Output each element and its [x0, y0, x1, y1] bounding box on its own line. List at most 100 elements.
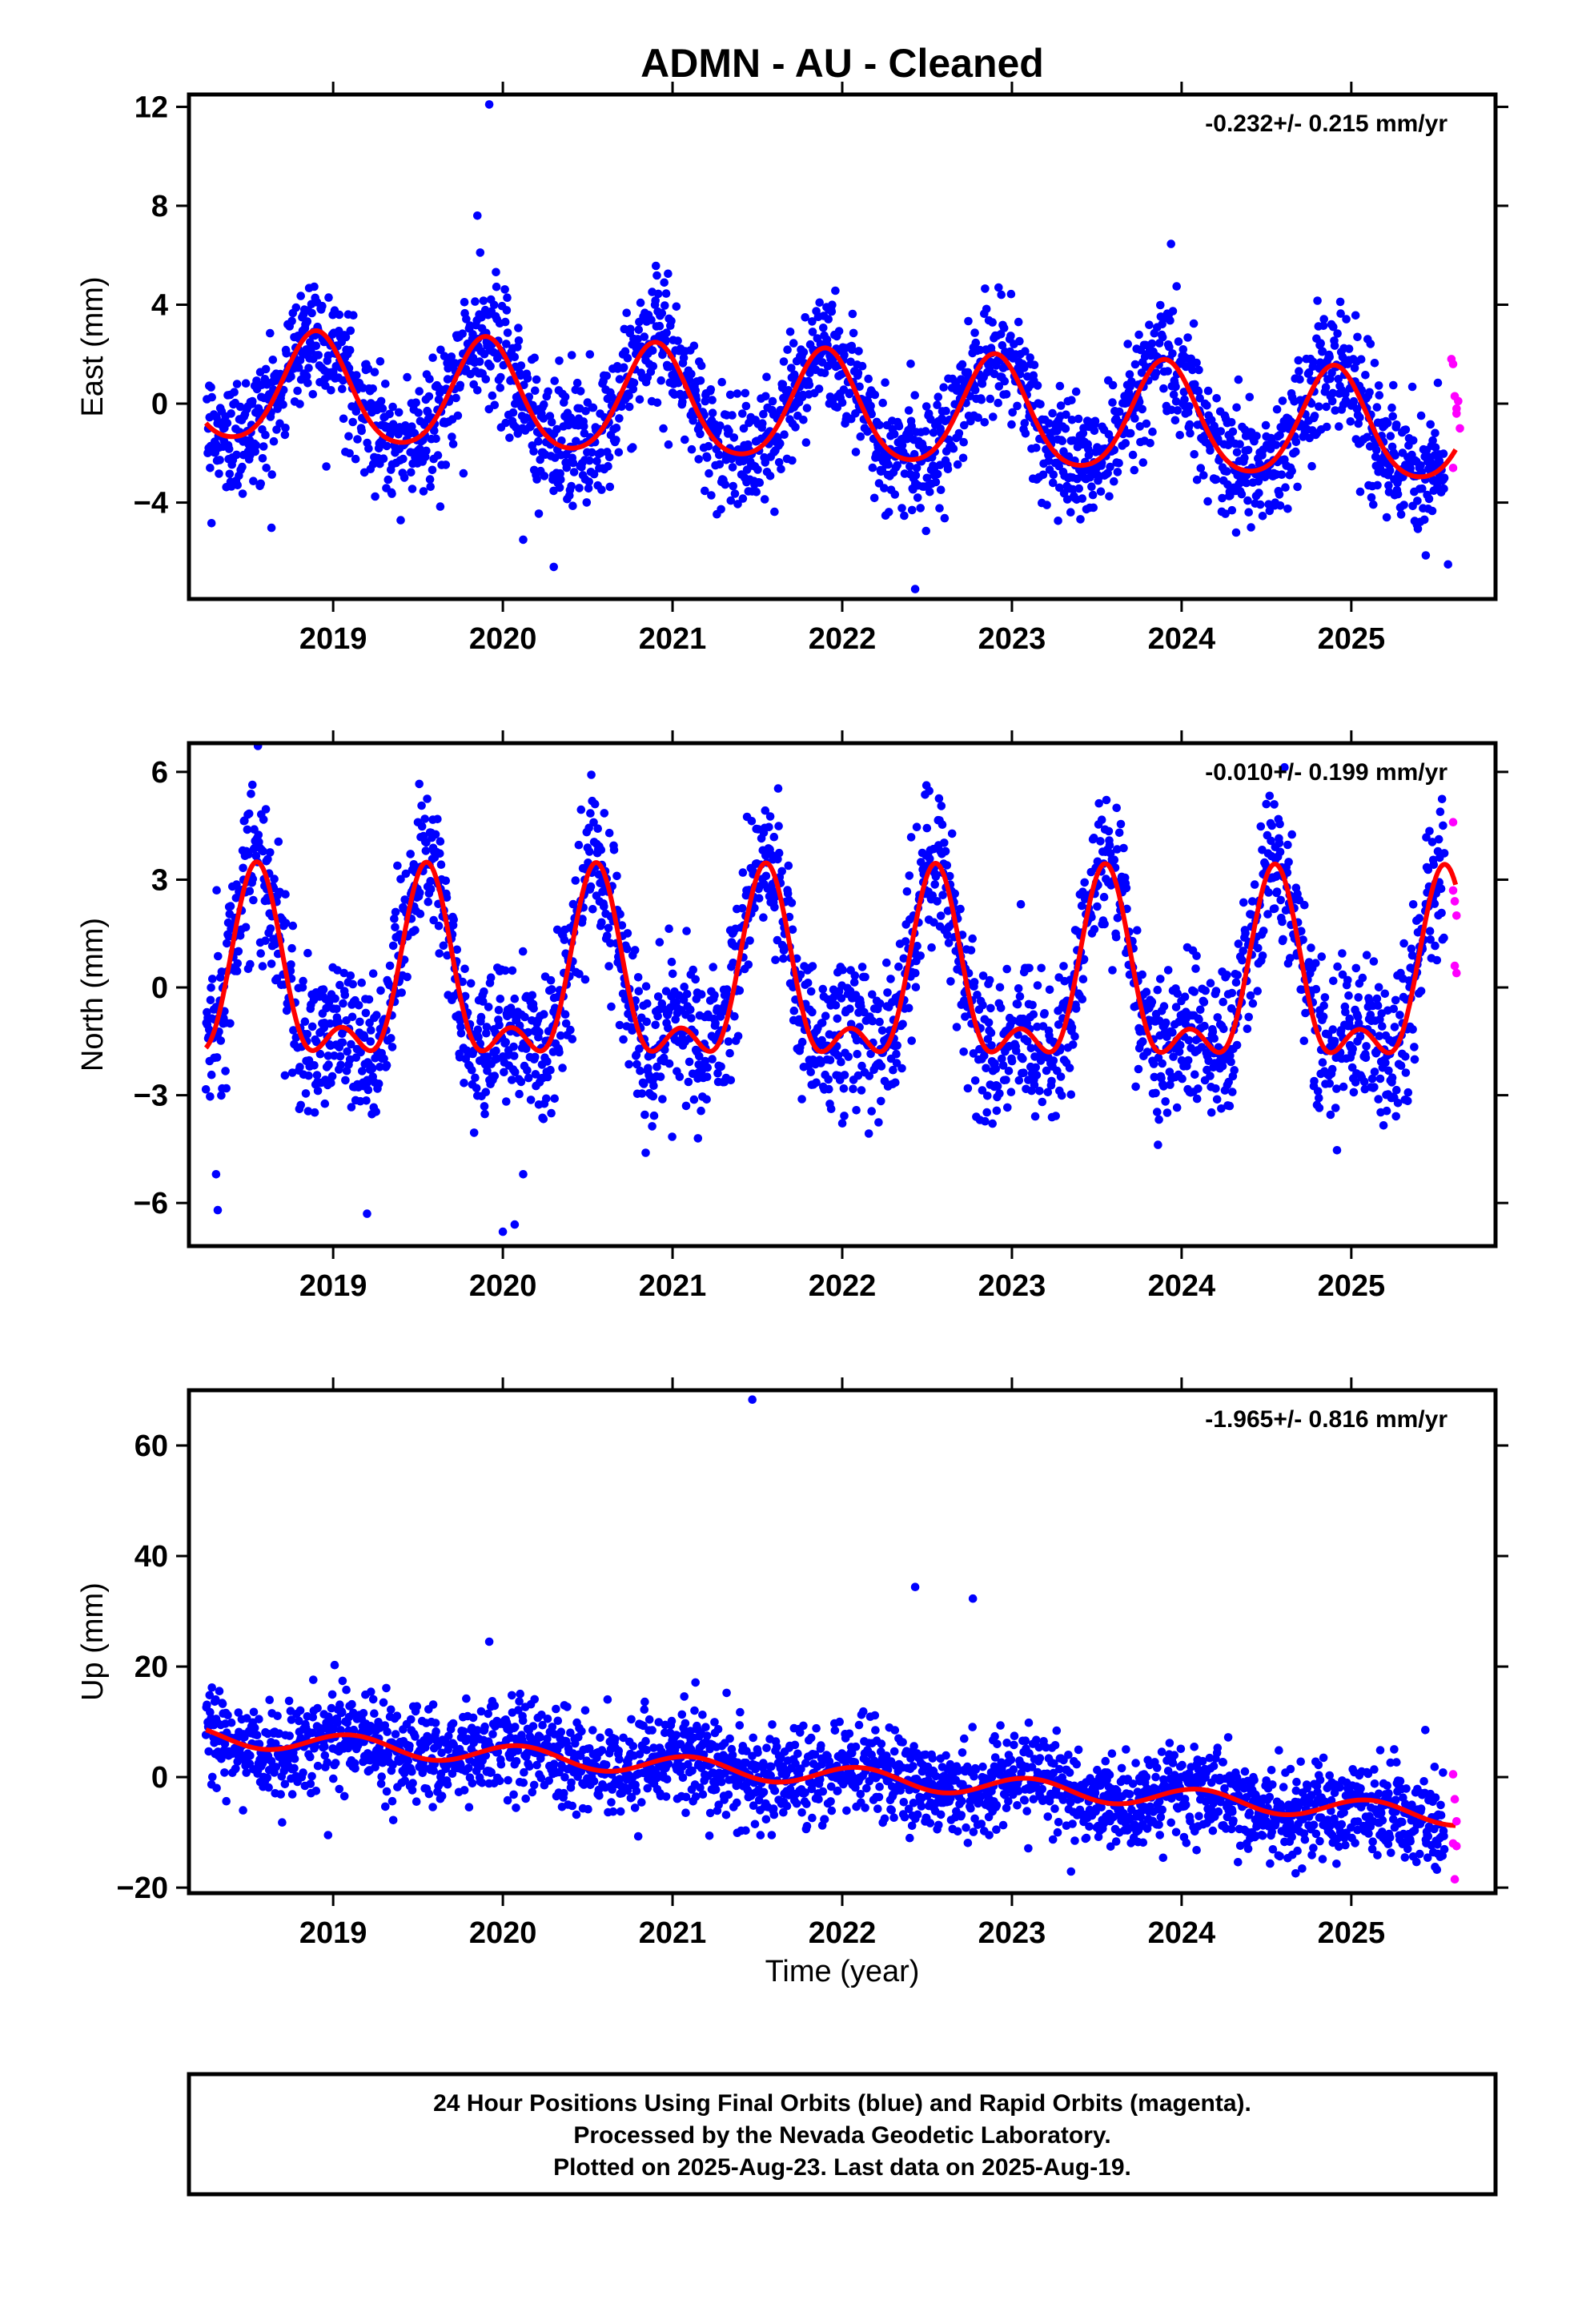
north-final-point [600, 902, 608, 911]
east-final-point [428, 353, 437, 363]
east-final-point [708, 408, 717, 417]
north-final-point [300, 1017, 310, 1026]
east-final-point [975, 345, 985, 355]
north-final-point [212, 1053, 222, 1062]
north-final-point [845, 1004, 854, 1013]
north-final-point [1425, 927, 1435, 935]
east-final-point [706, 385, 716, 394]
north-final-point [1331, 1104, 1340, 1112]
north-final-point [926, 854, 934, 863]
east-final-point [778, 380, 788, 389]
east-final-point [414, 408, 423, 417]
east-final-point [922, 473, 932, 483]
east-final-point [636, 298, 645, 308]
north-final-point [950, 889, 959, 899]
east-final-point [869, 493, 879, 503]
north-final-point [1256, 822, 1266, 831]
east-final-point [715, 450, 724, 460]
north-final-point [1283, 840, 1292, 850]
up-final-point [227, 1718, 236, 1727]
east-final-point [501, 418, 510, 428]
north-final-point [808, 1007, 817, 1017]
north-final-point [857, 963, 867, 971]
east-final-point [707, 491, 716, 500]
north-final-point [946, 977, 955, 986]
east-final-point [1090, 426, 1099, 436]
north-final-point [750, 903, 759, 913]
north-final-point [575, 970, 584, 979]
east-final-point [1138, 404, 1146, 414]
east-final-point [760, 495, 769, 504]
north-final-point [985, 975, 994, 985]
north-final-point [1439, 849, 1449, 858]
north-final-point [761, 850, 770, 860]
north-final-point [356, 1047, 365, 1057]
north-final-point [1211, 987, 1221, 995]
east-final-point [1127, 377, 1136, 386]
north-final-point [256, 949, 266, 958]
north-final-point [424, 897, 433, 907]
east-final-point [311, 341, 321, 351]
north-final-point [738, 868, 748, 877]
north-xtick-label: 2019 [299, 1269, 367, 1303]
east-final-point [1084, 444, 1093, 453]
north-final-point [232, 967, 242, 975]
east-final-point [1244, 508, 1253, 517]
north-final-point [653, 992, 663, 1001]
east-rapid-point [1452, 409, 1461, 418]
east-final-point [1227, 505, 1237, 515]
north-final-point [761, 806, 770, 815]
east-final-point [1322, 422, 1331, 432]
east-final-point [624, 402, 634, 412]
north-final-point [391, 907, 400, 917]
east-final-point [534, 509, 544, 518]
north-final-point [898, 1019, 907, 1029]
east-final-point [741, 388, 750, 398]
north-final-point [471, 1073, 480, 1083]
north-final-point [711, 1019, 720, 1027]
east-final-point [998, 341, 1007, 350]
north-final-point [787, 899, 797, 907]
north-final-point [208, 975, 217, 983]
east-final-point [907, 421, 916, 431]
east-final-point [410, 428, 420, 438]
east-final-point [436, 345, 445, 355]
east-final-point [738, 409, 747, 418]
east-final-point [215, 456, 224, 464]
north-final-point [840, 1071, 849, 1080]
north-final-point [483, 1066, 492, 1076]
north-final-point [911, 968, 920, 978]
north-final-point [1219, 997, 1227, 1007]
north-final-point [1338, 970, 1347, 979]
north-final-point [1344, 991, 1353, 1000]
north-final-point [952, 1023, 962, 1031]
east-final-point [1014, 317, 1023, 327]
east-final-point [531, 386, 540, 396]
east-final-point [207, 519, 216, 528]
north-final-point [1272, 887, 1282, 896]
east-final-point [911, 471, 921, 480]
up-final-point [295, 1716, 303, 1726]
north-final-point [681, 1101, 691, 1111]
east-final-point [462, 315, 471, 324]
east-final-point [982, 304, 991, 314]
east-final-point [939, 383, 948, 392]
east-final-point [1271, 440, 1281, 449]
north-final-point [1355, 1019, 1363, 1027]
east-final-point [855, 382, 864, 392]
east-final-point [604, 452, 614, 461]
north-final-point [695, 1051, 704, 1061]
north-final-point [702, 1095, 711, 1104]
north-final-point [987, 1041, 996, 1050]
north-final-point [367, 1026, 375, 1035]
up-final-point [231, 1764, 240, 1773]
north-final-point [213, 1205, 223, 1215]
east-final-point [1049, 470, 1058, 480]
east-final-point [851, 448, 861, 456]
north-final-point [730, 1011, 739, 1021]
north-final-point [217, 1091, 226, 1100]
north-final-point [938, 820, 947, 829]
east-final-point [1195, 394, 1204, 403]
north-final-point [1422, 833, 1431, 842]
east-final-point [321, 381, 330, 390]
